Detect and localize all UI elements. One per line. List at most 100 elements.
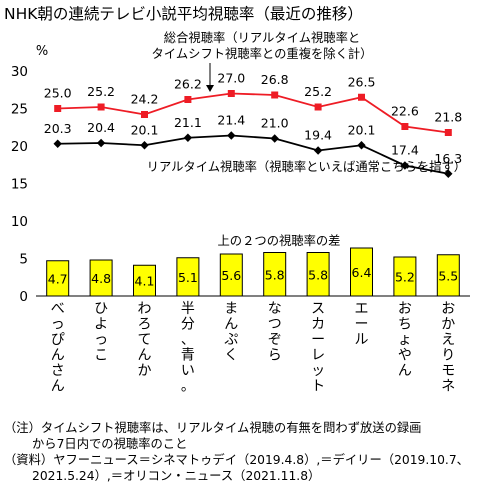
x-category-label-char: ぴ: [51, 332, 65, 348]
total-rating-annotation-line-2: タイムシフト視聴率との重複を除く計）: [152, 46, 373, 61]
realtime-rating-line: [57, 134, 449, 175]
total-rating-point: [314, 103, 322, 111]
realtime-rating-label: 21.0: [261, 116, 289, 131]
x-category-label-char: ネ: [441, 379, 455, 395]
diff-bar: [176, 257, 200, 297]
x-category-label-char: え: [441, 332, 455, 348]
x-category-label-char: 分: [181, 317, 195, 333]
realtime-rating-label: 20.4: [87, 120, 115, 135]
x-category-label-char: っ: [94, 332, 108, 348]
x-category-label-char: ま: [224, 301, 238, 317]
realtime-rating-point: [53, 139, 62, 148]
total-rating-label: 21.8: [434, 110, 462, 125]
x-category-label-char: こ: [94, 348, 108, 364]
x-category-label-char: お: [398, 301, 412, 317]
x-category-label-char: ッ: [311, 363, 325, 379]
x-category-label-char: さ: [51, 363, 65, 379]
total-rating-label: 25.2: [304, 84, 332, 99]
realtime-rating-point: [400, 161, 410, 170]
x-category-label-char: り: [441, 348, 455, 364]
diff-bar: [393, 256, 417, 297]
x-category-label-char: ス: [311, 301, 325, 317]
x-category-label-char: ル: [355, 332, 369, 348]
total-rating-point: [358, 93, 365, 101]
x-category-label-char: や: [398, 348, 412, 364]
total-rating-point: [271, 91, 279, 99]
y-tick-label: 5: [19, 252, 28, 268]
x-category-label-char: ん: [51, 348, 65, 364]
x-category-label-char: っ: [51, 317, 65, 333]
realtime-rating-point: [357, 141, 366, 150]
total-rating-label: 22.6: [391, 104, 419, 119]
x-category-label-char: 。: [181, 379, 195, 395]
diff-bar-label: 5.5: [438, 268, 458, 283]
diff-annotation: 上の２つの視聴率の差: [218, 233, 341, 248]
source-line-2: 2021.5.24）,＝オリコン・ニュース（2021.11.8）: [32, 469, 321, 483]
y-tick-label: 30: [11, 64, 28, 80]
x-category-label-char: ょ: [398, 332, 412, 348]
x-category-label-char: な: [268, 301, 282, 317]
realtime-rating-label: 21.4: [217, 113, 245, 128]
diff-bar: [89, 259, 113, 297]
note-line-1: （注）タイムシフト視聴率は、リアルタイム視聴の有無を問わず放送の録画: [4, 421, 422, 435]
total-rating-annotation-arrowhead: [206, 85, 214, 92]
total-rating-line: [57, 92, 449, 134]
diff-bar-label: 4.1: [135, 274, 155, 289]
y-tick-label: 0: [19, 289, 28, 305]
x-category-label-char: つ: [268, 317, 282, 333]
realtime-rating-label: 20.1: [131, 122, 159, 137]
realtime-rating-label: 21.1: [174, 115, 202, 130]
x-category-label-char: カ: [311, 317, 325, 333]
realtime-rating-annotation: リアルタイム視聴率（視聴率といえば通常こちらを指す）: [147, 159, 466, 174]
diff-bar: [436, 254, 460, 297]
y-tick-label: 20: [11, 139, 28, 155]
x-category-label-char: モ: [441, 363, 455, 379]
diff-bar: [219, 253, 243, 297]
x-category-label-char: ろ: [138, 317, 152, 333]
x-category-label-char: わ: [138, 301, 152, 317]
x-category-label-char: か: [138, 363, 152, 379]
total-rating-label: 26.2: [174, 77, 202, 92]
x-category-label-char: ん: [224, 317, 238, 333]
x-category-label-char: エ: [355, 301, 369, 317]
total-rating-label: 25.0: [44, 86, 72, 101]
total-rating-point: [141, 111, 148, 118]
x-category-label-char: ん: [138, 348, 152, 364]
y-axis-unit-label: %: [36, 44, 48, 59]
diff-bar: [46, 260, 70, 297]
total-rating-annotation-line-1: 総合視聴率（リアルタイム視聴率と: [164, 30, 360, 45]
total-rating-label: 24.2: [131, 92, 159, 107]
x-category-label-char: ち: [398, 317, 412, 333]
x-category-label-char: か: [441, 317, 455, 333]
realtime-rating-point: [444, 169, 453, 178]
x-category-label-char: ん: [51, 379, 65, 395]
diff-bar-label: 4.7: [48, 271, 68, 286]
x-category-label-char: ん: [398, 363, 412, 379]
realtime-rating-point: [96, 138, 106, 148]
x-category-label-char: く: [224, 348, 238, 364]
diff-bar-label: 5.1: [178, 270, 198, 285]
source-line-1: （資料）ヤフーニュース＝シネマトゥデイ（2019.4.8）,＝デイリー（2019…: [4, 453, 469, 467]
realtime-rating-point: [140, 141, 149, 150]
realtime-rating-label: 20.1: [348, 122, 376, 137]
x-category-label-char: ー: [311, 332, 325, 348]
diff-bar-label: 5.2: [395, 270, 415, 285]
total-rating-point: [184, 96, 192, 103]
x-category-label-char: 、: [181, 332, 195, 348]
x-category-label-char: お: [441, 301, 455, 317]
y-tick-label: 10: [11, 214, 28, 230]
total-rating-label: 25.2: [87, 84, 115, 99]
x-category-label-char: ぷ: [224, 332, 238, 348]
chart-notes: （注）タイムシフト視聴率は、リアルタイム視聴の有無を問わず放送の録画 から7日内…: [4, 420, 469, 484]
x-category-label-char: べ: [51, 301, 65, 317]
diff-bar: [350, 247, 373, 297]
x-category-label-char: て: [138, 332, 152, 348]
realtime-rating-point: [270, 134, 279, 143]
diff-bar-label: 6.4: [352, 265, 372, 280]
diff-bar-label: 5.8: [265, 267, 285, 282]
x-category-label-char: よ: [94, 317, 108, 333]
realtime-rating-point: [313, 146, 323, 155]
x-category-label-char: ら: [268, 348, 282, 364]
note-line-2: から7日内での視聴率のこと: [32, 437, 188, 451]
chart-title: NHK朝の連続テレビ小説平均視聴率（最近の推移）: [4, 5, 363, 23]
